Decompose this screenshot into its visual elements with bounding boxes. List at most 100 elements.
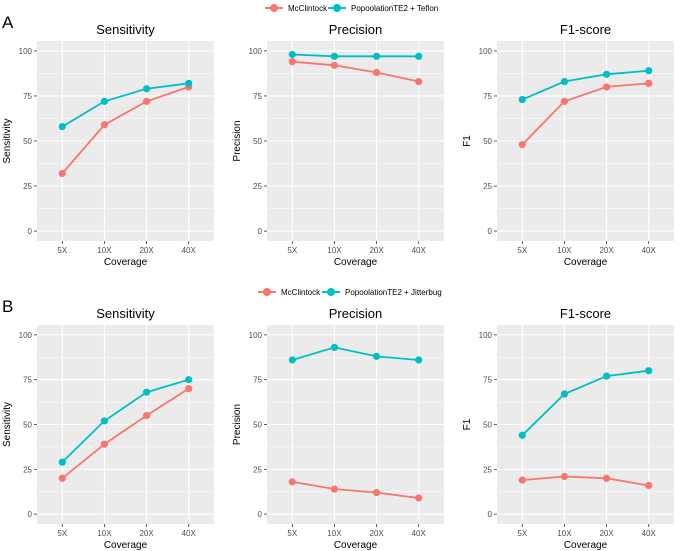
series-mcclintock-point-10x: [560, 97, 569, 105]
legend-label-mcclintock: McClintock: [288, 4, 328, 13]
x-axis-label: Coverage: [104, 257, 148, 268]
x-tick-label: 40X: [412, 246, 427, 255]
series-popoolationte2-point-20x: [372, 52, 381, 60]
y-tick-label: 25: [253, 465, 262, 474]
series-popoolationte2-point-20x: [602, 372, 611, 380]
y-tick-label: 25: [253, 182, 262, 191]
x-tick-label: 5X: [57, 529, 67, 538]
x-tick-label: 5X: [57, 246, 67, 255]
y-tick-label: 50: [483, 421, 492, 430]
legend-marker-mcclintock: [270, 4, 278, 12]
series-popoolationte2-line: [61, 82, 189, 128]
series-mcclintock-point-40x: [415, 494, 423, 502]
panel-title: Precision: [329, 22, 382, 37]
series-mcclintock-line: [522, 475, 649, 487]
y-tick-label: 25: [483, 182, 492, 191]
y-axis-label: Precision: [232, 404, 243, 445]
series-mcclintock-point-5x: [518, 141, 526, 149]
series-mcclintock-point-40x: [185, 385, 193, 393]
y-tick-label: 75: [253, 376, 262, 385]
x-tick-label: 40X: [642, 246, 657, 255]
y-tick-label: 0: [488, 227, 493, 236]
y-axis-label: Sensitivity: [2, 402, 13, 447]
series-popoolationte2-point-40x: [185, 79, 193, 87]
series-popoolationte2-line: [61, 378, 189, 463]
series-popoolationte2-point-10x: [100, 417, 109, 425]
section-a-label: A: [2, 13, 14, 32]
panel-b-f1: 0 25 50 75 100 5X 10X 20X 40X F1-score Coverage F1: [462, 306, 674, 551]
panel-title: F1-score: [560, 306, 611, 321]
y-tick-label: 0: [28, 227, 33, 236]
series-mcclintock-point-20x: [142, 97, 151, 105]
x-tick-label: 5X: [517, 529, 527, 538]
series-popoolationte2-point-5x: [288, 356, 296, 364]
series-mcclintock-line: [521, 82, 649, 146]
x-tick-label: 40X: [642, 529, 657, 538]
x-tick-label: 40X: [182, 246, 197, 255]
y-tick-label: 100: [19, 47, 33, 56]
y-tick-label: 100: [249, 47, 263, 56]
y-axis-label: F1: [462, 418, 473, 430]
y-tick-label: 75: [253, 92, 262, 101]
series-mcclintock-point-5x: [518, 476, 526, 484]
series-popoolationte2-point-10x: [330, 52, 339, 60]
panel-a-precision: 0 25 50 75 100 5X 10X 20X 40X Precision Coverage Pr…: [232, 22, 444, 268]
series-mcclintock-point-10x: [100, 440, 109, 448]
series-mcclintock-point-20x: [602, 83, 611, 91]
legend-marker-jitterbug: [327, 288, 335, 296]
y-tick-label: 100: [479, 331, 493, 340]
series-popoolationte2-point-20x: [372, 352, 381, 360]
panel-title: Sensitivity: [96, 22, 155, 37]
series-mcclintock-line: [292, 481, 419, 499]
series-mcclintock-point-20x: [602, 474, 611, 482]
series-mcclintock-point-5x: [288, 58, 296, 66]
series-mcclintock-point-10x: [560, 472, 569, 481]
y-tick-label: 25: [483, 465, 492, 474]
x-axis-label: Coverage: [334, 257, 378, 268]
panel-title: F1-score: [560, 22, 611, 37]
legend-label-jitterbug: PopoolationTE2 + Jitterbug: [345, 288, 442, 297]
x-tick-label: 5X: [287, 529, 297, 538]
y-tick-label: 75: [23, 376, 32, 385]
y-tick-label: 100: [249, 331, 263, 340]
y-tick-label: 50: [23, 421, 32, 430]
series-popoolationte2-point-5x: [518, 431, 526, 439]
series-popoolationte2-line: [292, 346, 419, 361]
x-tick-label: 20X: [369, 246, 384, 255]
y-tick-label: 75: [483, 92, 492, 101]
y-axis-label: F1: [462, 135, 473, 147]
x-tick-label: 5X: [517, 246, 527, 255]
series-popoolationte2-point-10x: [100, 97, 109, 105]
section-a-legend: McClintock PopoolationTE2 + Teflon: [265, 4, 438, 13]
y-tick-label: 75: [483, 376, 492, 385]
x-tick-label: 20X: [599, 529, 614, 538]
series-mcclintock-point-10x: [100, 121, 109, 129]
x-tick-label: 40X: [182, 529, 197, 538]
x-axis-label: Coverage: [104, 540, 148, 551]
series-mcclintock-line: [61, 387, 190, 479]
series-popoolationte2-point-5x: [288, 50, 296, 59]
x-tick-label: 20X: [599, 246, 614, 255]
series-mcclintock-point-20x: [142, 411, 151, 420]
y-axis-label: Precision: [232, 120, 243, 161]
legend-marker-teflon: [333, 4, 341, 12]
x-tick-label: 5X: [287, 246, 297, 255]
y-tick-label: 100: [479, 47, 493, 56]
y-tick-label: 75: [23, 92, 32, 101]
x-tick-label: 20X: [369, 529, 384, 538]
x-tick-label: 10X: [557, 246, 572, 255]
panel-b-sensitivity: 0 25 50 75 100 5X 10X 20X 40X Sensitivity Coverage…: [2, 306, 214, 551]
series-popoolationte2-point-10x: [560, 390, 569, 398]
y-tick-label: 100: [19, 331, 33, 340]
series-mcclintock-point-5x: [58, 169, 66, 178]
legend-label-teflon: PopoolationTE2 + Teflon: [351, 4, 438, 13]
series-popoolationte2-point-20x: [142, 85, 151, 93]
series-popoolationte2-point-10x: [560, 77, 569, 86]
section-a: A McClintock PopoolationTE2 + Teflon 0 25…: [2, 4, 674, 268]
series-mcclintock-point-10x: [330, 485, 339, 493]
x-axis-label: Coverage: [564, 257, 608, 268]
series-mcclintock-line: [61, 86, 189, 174]
x-tick-label: 10X: [97, 529, 112, 538]
legend-label-mcclintock: McClintock: [281, 288, 321, 297]
